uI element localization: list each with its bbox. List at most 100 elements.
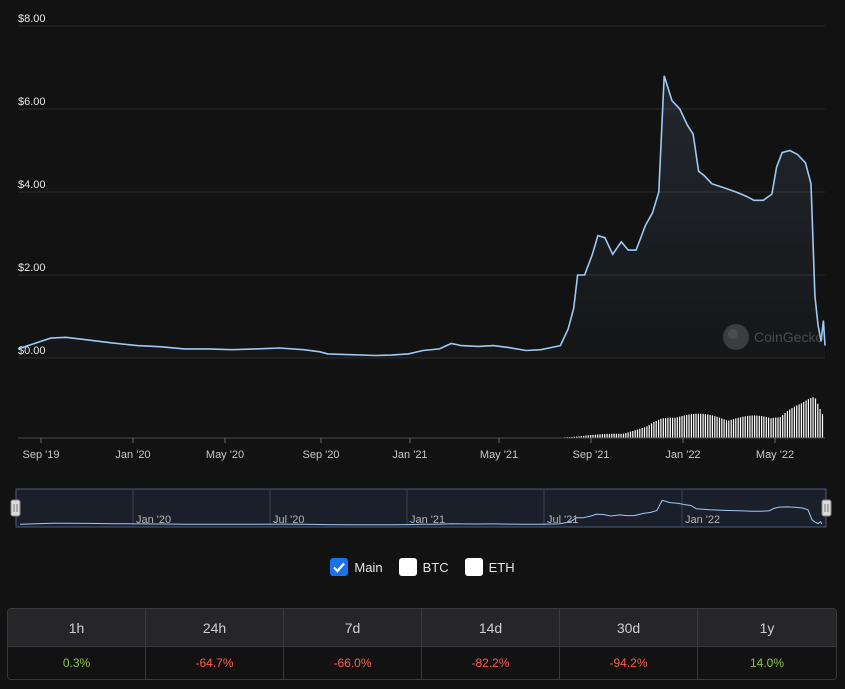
volume-bar xyxy=(756,415,758,438)
price-change-table: 1h 24h 7d 14d 30d 1y 0.3% -64.7% -66.0% … xyxy=(7,608,837,680)
volume-bar xyxy=(728,420,730,438)
volume-bar xyxy=(618,433,620,438)
toggle-main[interactable]: Main xyxy=(330,558,383,576)
volume-bar xyxy=(786,411,788,438)
volume-bar xyxy=(679,416,681,438)
change-24h: -64.7% xyxy=(146,647,284,679)
volume-bar xyxy=(793,406,795,438)
price-area xyxy=(18,75,825,359)
volume-bar xyxy=(770,418,772,438)
x-tick-label: Sep '19 xyxy=(23,449,60,461)
y-tick-label: $4.00 xyxy=(18,179,46,191)
volume-bar xyxy=(803,402,805,438)
volume-bar xyxy=(594,434,596,438)
change-1y: 14.0% xyxy=(698,647,836,679)
btc-checkbox[interactable] xyxy=(398,558,417,576)
volume-bar xyxy=(634,430,636,438)
volume-bar xyxy=(620,433,622,438)
volume-bar xyxy=(573,436,575,438)
volume-bar xyxy=(622,433,625,438)
volume-bar xyxy=(772,417,774,438)
volume-bar xyxy=(721,418,723,438)
volume-bar xyxy=(636,429,639,438)
volume-bar xyxy=(585,435,587,438)
watermark-text: CoinGecko xyxy=(754,329,823,345)
volume-bar xyxy=(716,416,718,438)
navigator-right-handle[interactable] xyxy=(821,499,832,517)
x-tick-label: Jan '21 xyxy=(392,449,427,461)
main-checkbox[interactable] xyxy=(330,558,349,576)
volume-bar xyxy=(697,413,699,438)
header-1y: 1y xyxy=(698,609,836,647)
change-7d: -66.0% xyxy=(284,647,422,679)
volume-bar xyxy=(648,424,650,438)
range-navigator[interactable]: Jan '20 Jul '20 Jan '21 Jul '21 Jan '22 xyxy=(10,488,832,528)
volume-bar xyxy=(611,433,613,438)
volume-bar xyxy=(782,415,784,438)
volume-bar xyxy=(758,415,760,438)
y-tick-label: $2.00 xyxy=(18,262,46,274)
volume-bar xyxy=(807,399,809,438)
volume-bar xyxy=(592,434,594,438)
x-tick-label: May '22 xyxy=(756,449,794,461)
volume-bar xyxy=(761,416,763,438)
volume-bar xyxy=(655,420,657,438)
navigator-tick-label: Jan '22 xyxy=(685,514,720,526)
x-tick-label: Jan '22 xyxy=(665,449,700,461)
eth-checkbox[interactable] xyxy=(464,558,483,576)
volume-bar xyxy=(749,415,751,438)
volume-bar xyxy=(784,413,786,438)
volume-bar xyxy=(646,426,648,438)
volume-bar xyxy=(714,416,716,438)
x-axis-ticks: Sep '19 Jan '20 May '20 Sep '20 Jan '21 May '… xyxy=(23,438,794,461)
checkmark-icon xyxy=(333,562,346,573)
volume-bar xyxy=(747,415,749,438)
change-14d: -82.2% xyxy=(422,647,560,679)
volume-bar xyxy=(798,404,800,438)
volume-bar xyxy=(732,419,735,438)
volume-bar xyxy=(608,433,610,438)
volume-bar xyxy=(821,414,824,438)
volume-bar xyxy=(742,416,744,438)
volume-bar xyxy=(711,415,713,438)
toggle-btc[interactable]: BTC xyxy=(398,558,449,576)
toggle-main-label: Main xyxy=(354,559,383,575)
x-tick-label: Jan '20 xyxy=(115,449,150,461)
volume-bar xyxy=(775,417,777,438)
header-30d: 30d xyxy=(560,609,698,647)
volume-bar xyxy=(702,413,704,438)
price-chart: $8.00$6.00$4.00$2.00$0.00 CoinGecko Sep … xyxy=(10,13,832,528)
volume-bar xyxy=(641,428,643,438)
y-tick-label: $6.00 xyxy=(18,96,46,108)
series-toggles: Main BTC ETH xyxy=(0,558,845,576)
navigator-tick-label: Jan '20 xyxy=(136,514,171,526)
price-line-series-main[interactable] xyxy=(17,75,826,357)
volume-bar xyxy=(791,408,793,438)
volume-bar xyxy=(763,416,765,438)
volume-bar xyxy=(599,434,601,438)
header-7d: 7d xyxy=(284,609,422,647)
volume-bar xyxy=(676,417,678,438)
volume-bar xyxy=(744,416,746,438)
volume-bar xyxy=(604,434,606,438)
toggle-btc-label: BTC xyxy=(422,559,449,575)
y-tick-label: $8.00 xyxy=(18,13,46,25)
toggle-eth[interactable]: ETH xyxy=(464,558,515,576)
volume-bar xyxy=(814,398,817,438)
volume-bar xyxy=(730,419,732,438)
volume-bar xyxy=(578,436,580,438)
volume-bar xyxy=(674,417,676,438)
volume-bar xyxy=(725,420,728,438)
volume-bar xyxy=(817,403,819,438)
navigator-left-handle[interactable] xyxy=(10,499,21,517)
volume-bar xyxy=(690,414,692,438)
volume-bar xyxy=(580,436,582,438)
volume-bar xyxy=(739,417,742,438)
volume-bar xyxy=(709,414,711,438)
x-tick-label: May '21 xyxy=(480,449,518,461)
volume-bar xyxy=(718,417,721,438)
volume-bar xyxy=(601,434,603,438)
volume-bar xyxy=(800,403,802,438)
volume-bar xyxy=(597,434,599,438)
volume-bar xyxy=(688,414,690,438)
